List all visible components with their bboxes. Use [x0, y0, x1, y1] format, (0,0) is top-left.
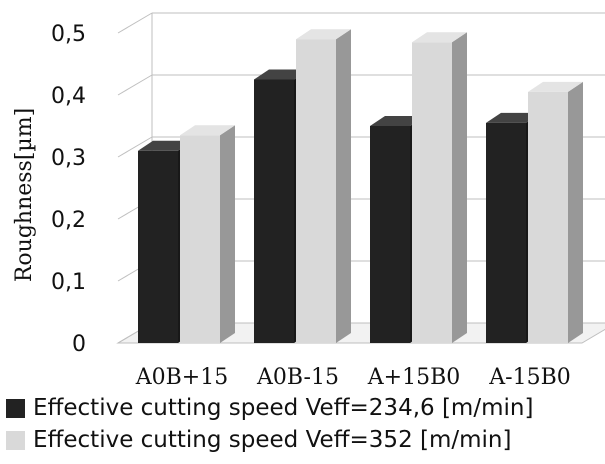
bar-cat4-series2	[528, 91, 568, 344]
legend-label-series-2: Effective cutting speed Veff=352 [m/min]	[33, 427, 512, 453]
bar-cat2-series2	[296, 39, 336, 343]
bar-top-cat1-series2	[180, 125, 235, 136]
bar-top-cat2-series1	[254, 69, 309, 80]
bar-top-cat1-series1	[138, 140, 193, 151]
bar-side-cat1-series2	[220, 125, 235, 343]
gridline-diagonal	[117, 74, 153, 96]
x-tick-label: A+15B0	[367, 365, 460, 390]
y-tick-label: 0,5	[51, 22, 86, 47]
legend: Effective cutting speed Veff=234,6 [m/mi…	[6, 392, 601, 456]
bar-cat2-series1	[254, 79, 294, 343]
y-tick-label: 0,1	[51, 270, 86, 295]
bar-side-cat4-series2	[568, 81, 583, 344]
legend-item-series-2: Effective cutting speed Veff=352 [m/min]	[6, 424, 601, 456]
gridline-diagonal	[117, 12, 153, 34]
bar-top-cat3-series2	[412, 32, 467, 43]
bar-chart: 0 0,1 0,2 0,3 0,4 0,5 Roughness[µm] A0B+15 A0B-1…	[12, 12, 605, 390]
bar-side-cat2-series2	[336, 29, 351, 343]
x-tick-label: A-15B0	[488, 365, 570, 390]
y-axis-title: Roughness[µm]	[12, 108, 37, 282]
legend-swatch-series-2	[6, 430, 25, 450]
bar-top-cat3-series1	[370, 116, 425, 126]
legend-item-series-1: Effective cutting speed Veff=234,6 [m/mi…	[6, 392, 601, 424]
bar-cat4-series1	[486, 122, 526, 344]
bar-top-cat2-series2	[296, 29, 351, 40]
bar-cat3-series2	[412, 42, 452, 344]
gridline-diagonal	[117, 136, 153, 158]
y-tick-label: 0,4	[51, 84, 86, 109]
bar-top-cat4-series2	[528, 81, 583, 92]
bar-cat1-series2	[180, 135, 220, 343]
bar-top-cat4-series1	[486, 112, 541, 123]
y-tick-label: 0,2	[51, 208, 86, 233]
y-tick-label: 0,3	[51, 146, 86, 171]
x-tick-label: A0B+15	[135, 365, 228, 390]
x-tick-label: A0B-15	[256, 365, 339, 390]
legend-label-series-1: Effective cutting speed Veff=234,6 [m/mi…	[33, 395, 534, 421]
bar-cat1-series1	[138, 150, 178, 343]
y-tick-label: 0	[72, 332, 86, 357]
bar-cat3-series1	[370, 126, 410, 343]
bar-side-cat3-series2	[452, 32, 467, 344]
legend-swatch-series-1	[6, 398, 25, 418]
